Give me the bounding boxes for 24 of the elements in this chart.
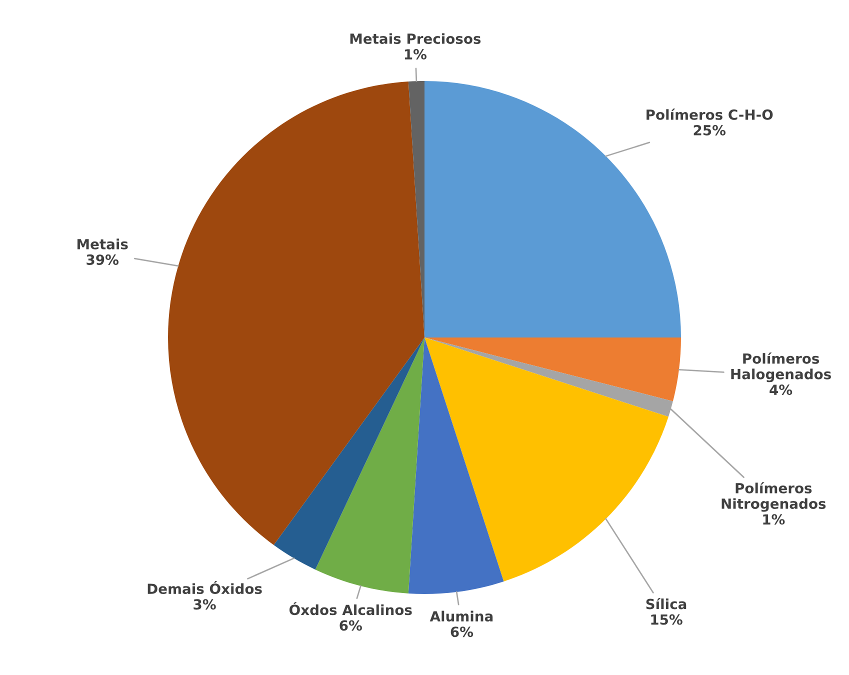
slice-label: Metais [77,238,128,250]
pie-slice [315,338,424,594]
pie-slice [424,338,681,402]
slice-label: Sílica [646,598,686,610]
pie-slice [274,338,424,570]
data-label: 6% [340,620,362,631]
data-label: 1% [763,514,785,525]
slice-label: Óxdos Alcalinos [289,602,412,616]
slice-label: Polímeros C-H-O [646,108,773,120]
data-label: 39% [86,254,119,265]
pie-slice [408,338,504,594]
data-label: 6% [450,626,474,638]
data-label: 1% [404,49,427,60]
data-label: 3% [194,599,216,610]
slice-label: Alumina [430,610,493,622]
data-label: 25% [694,124,726,136]
slice-label: Demais Óxidos [148,580,262,594]
slice-label: Metais Preciosos [350,33,481,44]
slice-label: Polímeros Nitrogenados [722,482,826,512]
data-label: 15% [651,614,682,625]
pie-slice [424,338,668,582]
slice-label: Polímeros Halogenados [731,352,831,382]
pie-slice [168,82,424,546]
data-label: 4% [770,384,792,396]
